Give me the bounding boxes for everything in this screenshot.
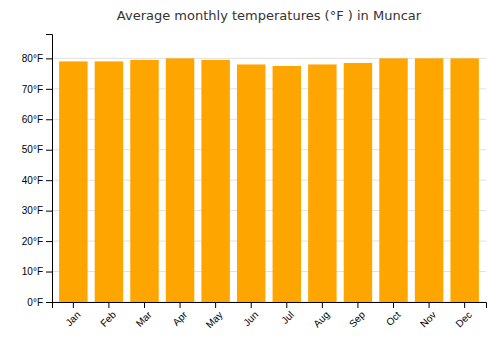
y-tick-label: 70°F: [22, 84, 43, 95]
x-tick: Dec: [453, 302, 473, 329]
y-tick-mark: [46, 58, 52, 59]
x-tick-mark: [180, 302, 181, 308]
x-tick: Jan: [63, 302, 82, 328]
bar: [59, 61, 87, 302]
x-tick-label: Nov: [418, 309, 438, 329]
y-tick-mark: [46, 241, 52, 242]
x-tick-mark: [144, 302, 145, 308]
y-tick-label: 80°F: [22, 53, 43, 64]
x-tick: Oct: [384, 302, 403, 328]
y-axis-line: [46, 35, 53, 303]
y-tick: 60°F: [22, 114, 52, 125]
bar: [166, 58, 194, 302]
x-tick: Jun: [241, 302, 260, 328]
y-tick: 0°F: [27, 297, 52, 308]
bar: [273, 66, 301, 302]
y-tick-label: 40°F: [22, 175, 43, 186]
chart-svg: 0°F 10°F 20°F 30°F 40°F 50°F 60°F 70°F 80°F Jan Fe…: [0, 0, 500, 350]
x-tick: Feb: [98, 302, 118, 329]
y-tick: 80°F: [22, 53, 52, 64]
x-tick: Apr: [170, 302, 189, 328]
x-tick-label: Jun: [241, 309, 260, 328]
x-tick-mark: [73, 302, 74, 308]
y-tick: 40°F: [22, 175, 52, 186]
y-tick: 20°F: [22, 236, 52, 247]
bars: [59, 58, 479, 302]
x-tick-label: Feb: [98, 309, 118, 329]
bar: [415, 58, 443, 302]
y-tick-mark: [46, 89, 52, 90]
y-tick-label: 60°F: [22, 114, 43, 125]
x-tick-label: Jul: [279, 309, 296, 326]
x-tick-label: May: [204, 309, 225, 330]
y-tick-mark: [46, 180, 52, 181]
bar: [201, 60, 229, 302]
y-axis: 0°F 10°F 20°F 30°F 40°F 50°F 60°F 70°F 80°F: [22, 35, 53, 308]
y-tick: 30°F: [22, 205, 52, 216]
y-tick-label: 50°F: [22, 144, 43, 155]
bar: [308, 64, 336, 302]
y-tick-label: 30°F: [22, 205, 43, 216]
plot: 0°F 10°F 20°F 30°F 40°F 50°F 60°F 70°F 80°F Jan Fe…: [22, 35, 487, 331]
bar: [379, 58, 407, 302]
y-tick: 50°F: [22, 144, 52, 155]
x-tick: Sep: [347, 302, 368, 329]
y-tick-label: 10°F: [22, 266, 43, 277]
x-tick-mark: [393, 302, 394, 308]
x-tick-mark: [215, 302, 216, 308]
x-tick-label: Mar: [134, 309, 154, 329]
x-tick: Mar: [134, 302, 154, 329]
x-tick: Jul: [279, 302, 296, 326]
grid: [52, 58, 486, 302]
x-tick-mark: [357, 302, 358, 308]
y-tick-mark: [46, 150, 52, 151]
x-tick-mark: [464, 302, 465, 308]
y-tick-mark: [46, 119, 52, 120]
x-tick-label: Dec: [453, 309, 473, 329]
x-tick-mark: [108, 302, 109, 308]
x-tick-mark: [251, 302, 252, 308]
y-tick: 10°F: [22, 266, 52, 277]
y-tick-label: 20°F: [22, 236, 43, 247]
y-tick-mark: [46, 302, 52, 303]
x-axis: Jan Feb Mar Apr May Jun Jul Aug Sep Oct Nov Dec: [53, 302, 487, 330]
y-tick-label: 0°F: [27, 297, 43, 308]
x-axis-line: [53, 303, 487, 309]
bar: [237, 64, 265, 302]
y-tick-mark: [46, 272, 52, 273]
bar: [95, 61, 123, 302]
x-tick-mark: [322, 302, 323, 308]
title: Average monthly temperatures (°F ) in Mu…: [117, 8, 422, 23]
x-tick-label: Apr: [170, 309, 189, 328]
x-tick-label: Jan: [63, 309, 82, 328]
x-tick-label: Sep: [347, 309, 368, 330]
bar: [344, 63, 372, 302]
y-tick: 70°F: [22, 84, 52, 95]
x-tick-label: Aug: [311, 309, 331, 329]
y-tick-mark: [46, 211, 52, 212]
x-tick: Aug: [311, 302, 331, 329]
bar: [130, 60, 158, 302]
x-tick: May: [204, 302, 225, 330]
bar: [450, 58, 478, 302]
x-tick-mark: [429, 302, 430, 308]
x-tick-mark: [286, 302, 287, 308]
x-tick-label: Oct: [384, 309, 403, 328]
chart-container: 0°F 10°F 20°F 30°F 40°F 50°F 60°F 70°F 80°F Jan Fe…: [0, 0, 500, 350]
x-tick: Nov: [418, 302, 438, 329]
